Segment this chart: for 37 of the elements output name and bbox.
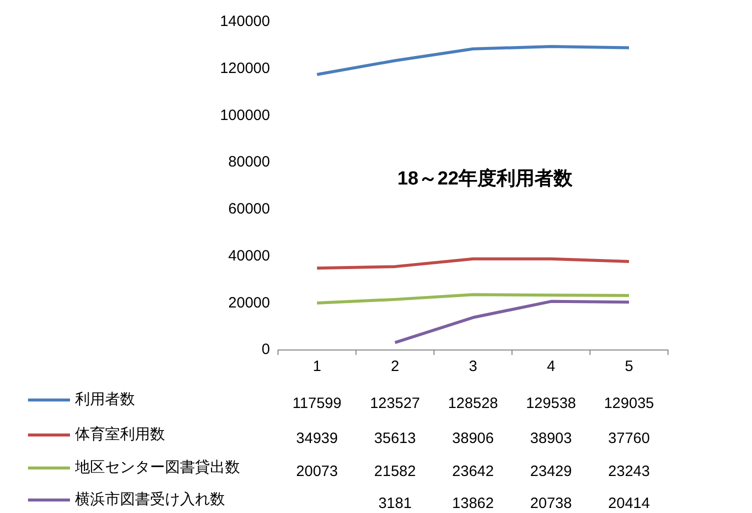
data-label: 38903: [530, 430, 572, 448]
data-label: 13862: [452, 495, 494, 512]
y-tick-label: 20000: [228, 294, 270, 312]
y-tick-label: 0: [262, 341, 270, 358]
data-label: 20414: [608, 495, 650, 512]
legend-label: 体育室利用数: [75, 426, 165, 444]
data-label: 37760: [608, 430, 650, 448]
data-label: 123527: [370, 395, 420, 412]
y-tick-label: 80000: [228, 154, 270, 171]
data-label: 38906: [452, 430, 494, 448]
x-tick-label: 5: [624, 358, 634, 376]
x-tick-label: 4: [546, 358, 556, 376]
text: 18～22年度利用者数: [397, 168, 574, 190]
data-label: 117599: [292, 395, 342, 412]
data-label: 34939: [296, 430, 338, 448]
x-tick-label: 1: [312, 358, 322, 376]
y-tick-label: 120000: [220, 60, 270, 77]
data-label: 129538: [526, 395, 576, 412]
y-tick-label: 40000: [228, 247, 270, 264]
y-tick-label: 60000: [228, 200, 270, 218]
data-label: 129035: [604, 395, 654, 412]
x-tick-label: 3: [468, 358, 478, 376]
data-label: 23243: [608, 463, 650, 480]
data-label: 20073: [296, 463, 338, 480]
data-label: 35613: [374, 430, 416, 448]
data-label: 128528: [448, 395, 498, 412]
data-label: 3181: [378, 495, 412, 512]
data-label: 20738: [530, 495, 572, 512]
legend-label: 利用者数: [75, 391, 135, 408]
data-label: 23429: [530, 463, 572, 480]
y-tick-label: 100000: [220, 106, 270, 124]
legend-label: 地区センター図書貸出数: [74, 459, 240, 476]
x-tick-label: 2: [390, 358, 400, 376]
data-label: 21582: [374, 463, 416, 480]
y-tick-label: 140000: [220, 13, 270, 30]
legend-label: 横浜市図書受け入れ数: [75, 491, 225, 508]
data-label: 23642: [452, 463, 494, 480]
